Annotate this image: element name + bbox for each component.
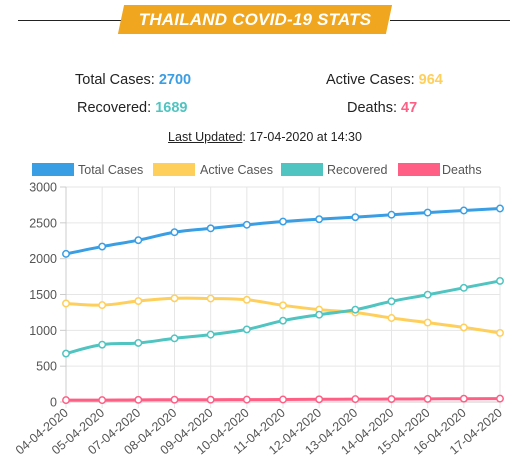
data-point-total-cases (496, 204, 504, 213)
data-point-total-cases (206, 224, 215, 233)
data-point-recovered (62, 349, 70, 358)
data-point-recovered (351, 305, 360, 314)
legend-label-deaths: Deaths (442, 163, 482, 177)
title-rule-right (390, 20, 510, 21)
stat-total: Total Cases: 2700 (75, 72, 191, 88)
y-tick-label: 1500 (29, 288, 57, 302)
title-rule-left (18, 20, 128, 21)
data-point-total-cases (279, 217, 287, 226)
data-point-deaths (351, 395, 360, 404)
data-point-active-cases (279, 301, 287, 310)
data-point-active-cases (206, 294, 215, 303)
data-point-active-cases (387, 314, 396, 322)
stat-recovered-value: 1689 (155, 100, 188, 116)
data-point-total-cases (351, 213, 360, 222)
page-title: THAILAND COVID-19 STATS (138, 10, 372, 29)
y-tick-label: 2500 (29, 216, 57, 230)
data-point-recovered (459, 283, 468, 292)
stat-active-label: Active Cases: (326, 72, 419, 88)
data-point-total-cases (459, 206, 468, 215)
data-point-total-cases (134, 236, 143, 245)
data-point-deaths (134, 395, 143, 404)
data-point-active-cases (62, 299, 70, 308)
data-point-recovered (387, 297, 396, 306)
legend-swatch-total-cases (32, 163, 74, 176)
data-point-recovered (206, 330, 215, 339)
stat-active-value: 964 (418, 72, 443, 88)
stat-deaths-label: Deaths: (347, 100, 401, 116)
stat-deaths: Deaths: 47 (347, 100, 417, 116)
data-point-deaths (170, 395, 179, 404)
data-point-active-cases (242, 295, 251, 304)
data-point-recovered (134, 338, 143, 347)
legend-swatch-recovered (281, 163, 323, 176)
data-point-recovered (315, 310, 324, 319)
data-point-active-cases (134, 297, 143, 305)
data-point-deaths (62, 396, 70, 405)
stat-total-value: 2700 (158, 72, 192, 88)
data-point-active-cases (98, 301, 107, 310)
data-point-deaths (423, 394, 432, 403)
data-point-recovered (279, 316, 287, 325)
data-point-recovered (98, 340, 107, 349)
y-tick-label: 3000 (29, 181, 57, 195)
data-point-total-cases (315, 215, 324, 224)
y-tick-label: 1000 (29, 324, 57, 338)
data-point-deaths (242, 395, 251, 404)
data-point-deaths (459, 394, 468, 403)
data-point-deaths (206, 395, 215, 404)
legend-swatch-deaths (398, 163, 440, 176)
stat-active: Active Cases: 964 (326, 72, 443, 88)
data-point-active-cases (496, 328, 504, 337)
last-updated-value: : 17-04-2020 at 14:30 (242, 130, 362, 144)
data-point-deaths (315, 395, 324, 404)
data-point-total-cases (170, 228, 179, 237)
legend-label-recovered: Recovered (327, 163, 387, 177)
y-tick-label: 2000 (29, 252, 57, 266)
last-updated-label: Last Updated (168, 130, 243, 144)
data-point-recovered (423, 290, 432, 299)
data-point-total-cases (387, 210, 396, 219)
legend-label-active-cases: Active Cases (200, 163, 273, 177)
stat-total-label: Total Cases: (75, 72, 159, 88)
y-tick-label: 0 (50, 396, 57, 410)
data-point-active-cases (459, 323, 468, 332)
stat-recovered: Recovered: 1689 (77, 100, 187, 116)
legend-label-total-cases: Total Cases (78, 163, 143, 177)
last-updated: Last Updated: 17-04-2020 at 14:30 (0, 130, 530, 144)
data-point-active-cases (170, 294, 179, 303)
stat-deaths-value: 47 (401, 100, 418, 116)
data-point-total-cases (242, 220, 251, 229)
stat-recovered-label: Recovered: (77, 100, 156, 116)
data-point-total-cases (62, 249, 70, 258)
data-point-recovered (242, 325, 251, 334)
data-point-deaths (496, 394, 504, 403)
data-point-total-cases (423, 208, 432, 217)
data-point-deaths (387, 395, 396, 404)
data-point-deaths (98, 396, 107, 405)
y-tick-label: 500 (36, 360, 57, 374)
data-point-active-cases (423, 318, 432, 327)
data-point-deaths (279, 395, 287, 404)
data-point-recovered (496, 277, 504, 285)
legend-swatch-active-cases (153, 163, 195, 176)
data-point-total-cases (98, 242, 107, 251)
data-point-recovered (170, 334, 179, 343)
